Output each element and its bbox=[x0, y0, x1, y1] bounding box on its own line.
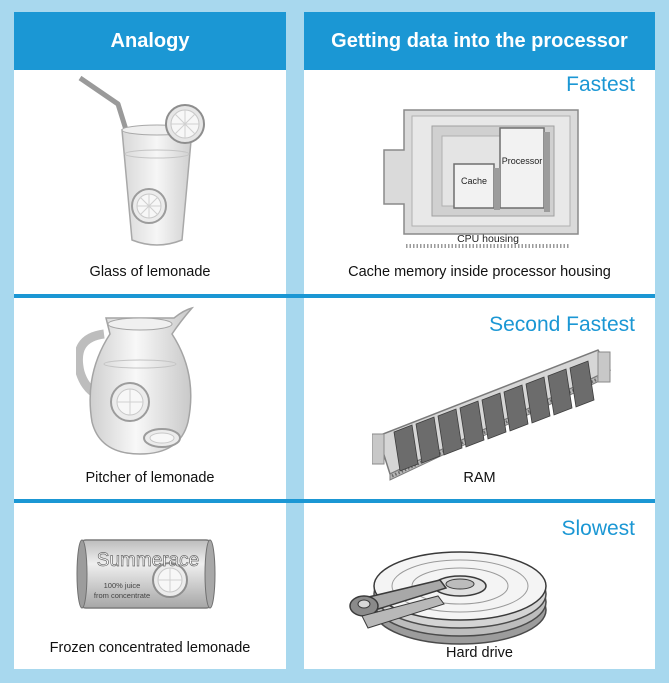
juice-label-2: from concentrate bbox=[94, 591, 150, 600]
brand-label: Summerace bbox=[97, 550, 199, 571]
juice-label-1: 100% juice bbox=[104, 581, 141, 590]
hard-drive-illustration bbox=[349, 551, 547, 645]
ram-caption: RAM bbox=[463, 470, 496, 486]
hard-drive-caption: Hard drive bbox=[446, 645, 513, 661]
analogy-header: Analogy bbox=[14, 12, 286, 70]
lemonade-pitcher-illustration bbox=[76, 306, 195, 455]
column-divider bbox=[286, 12, 304, 669]
speed-label-slowest: Slowest bbox=[561, 517, 635, 540]
cache-memory-caption: Cache memory inside processor housing bbox=[348, 264, 611, 280]
frozen-concentrate-can-illustration: Summerace 100% juice from concentrate bbox=[76, 539, 216, 609]
ram-module-illustration bbox=[372, 349, 612, 481]
row-divider-1 bbox=[14, 294, 655, 298]
speed-label-second-fastest: Second Fastest bbox=[489, 313, 635, 336]
glass-caption: Glass of lemonade bbox=[89, 264, 211, 280]
frozen-caption: Frozen concentrated lemonade bbox=[49, 640, 251, 656]
cache-label: Cache bbox=[461, 176, 487, 186]
row-divider-2 bbox=[14, 499, 655, 503]
lemonade-glass-illustration bbox=[78, 75, 205, 246]
cpu-housing-label: CPU housing bbox=[457, 233, 519, 245]
speed-label-fastest: Fastest bbox=[566, 73, 635, 96]
pitcher-caption: Pitcher of lemonade bbox=[85, 470, 215, 486]
cpu-housing-illustration: Processor Cache CPU housing bbox=[383, 109, 579, 248]
processor-header: Getting data into the processor bbox=[304, 12, 655, 70]
processor-label: Processor bbox=[502, 156, 543, 166]
